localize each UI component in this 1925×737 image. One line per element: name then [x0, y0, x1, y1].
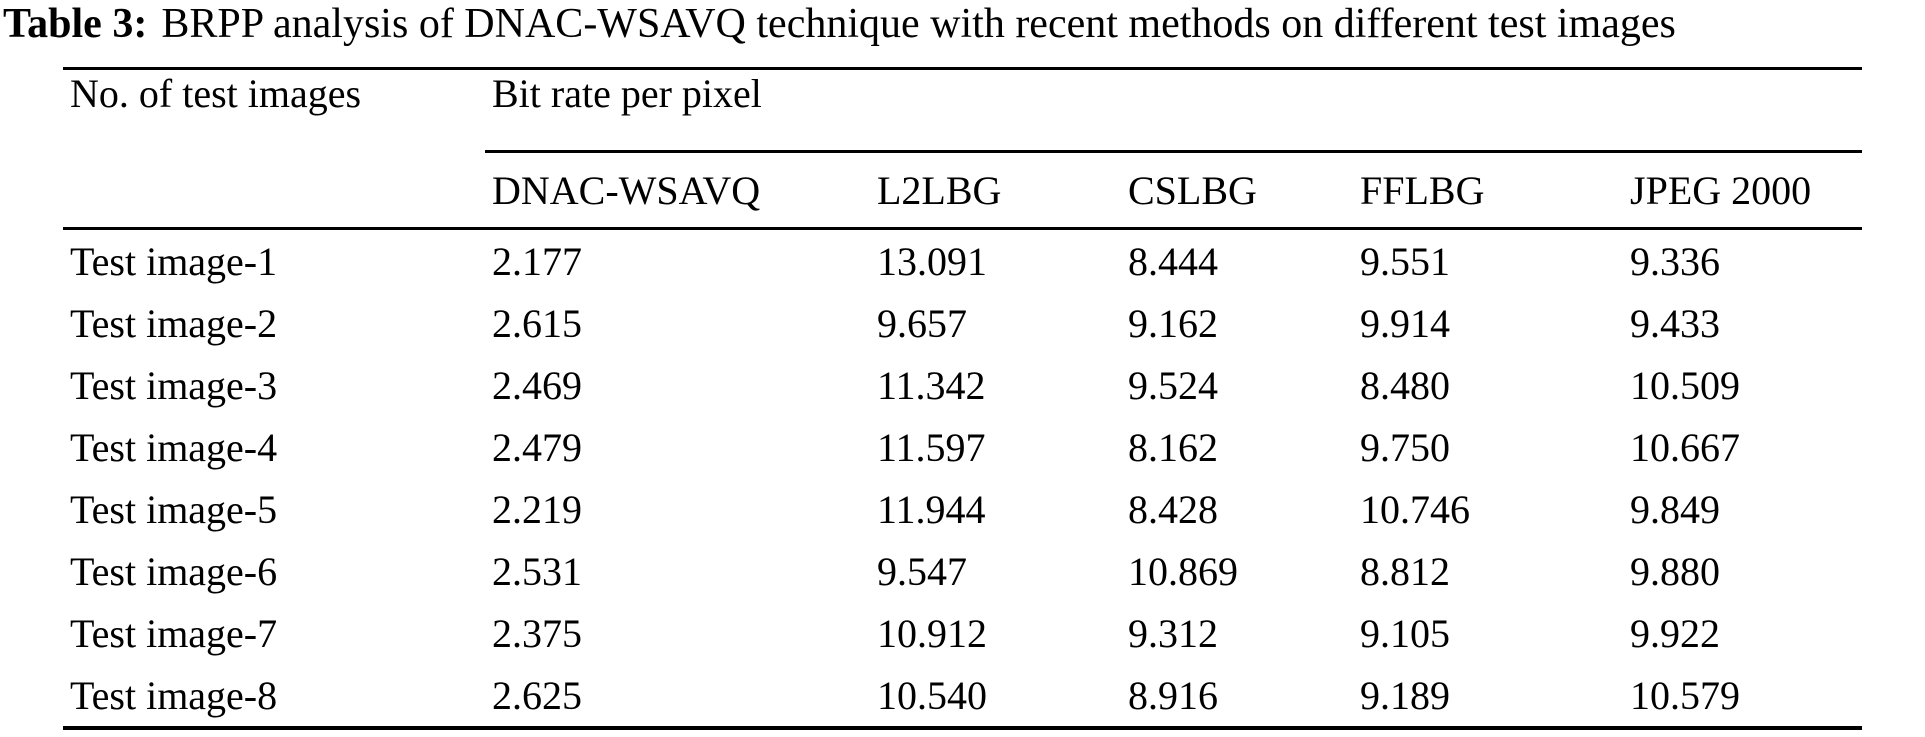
value-cell: 9.189: [1353, 664, 1623, 730]
value-cell: 9.312: [1128, 610, 1218, 656]
value-cell: 10.667: [1630, 424, 1740, 470]
value-cell: 10.746: [1360, 486, 1470, 532]
value-cell: 10.912: [877, 610, 987, 656]
value-cell: 2.177: [492, 238, 582, 284]
method-header-row: DNAC-WSAVQ L2LBG CSLBG FFLBG JPEG 2000: [63, 151, 1863, 230]
column-header-method: DNAC-WSAVQ: [485, 151, 870, 230]
brpp-table: No. of test images Bit rate per pixel DN…: [63, 67, 1863, 730]
table-caption: Table 3: BRPP analysis of DNAC-WSAVQ tech…: [3, 0, 1676, 48]
table-row: Test image-8 2.625 10.540 8.916 9.189 10.579: [63, 664, 1863, 730]
value-cell: 2.625: [485, 664, 870, 730]
value-cell: 9.750: [1360, 424, 1450, 470]
value-cell: 2.375: [492, 610, 582, 656]
table-row: Test image-7 2.375 10.912 9.312 9.105 9.922: [63, 602, 1862, 664]
value-cell: 10.579: [1623, 664, 1863, 730]
value-cell: 9.657: [877, 300, 967, 346]
value-cell: 9.551: [1360, 238, 1450, 284]
column-header-test-images: No. of test images: [63, 68, 485, 230]
value-cell: 9.162: [1128, 300, 1218, 346]
value-cell: 10.540: [870, 664, 1121, 730]
value-cell: 9.336: [1630, 238, 1720, 284]
value-cell: 8.916: [1121, 664, 1353, 730]
table-caption-text: BRPP analysis of DNAC-WSAVQ technique wi…: [161, 1, 1676, 47]
value-cell: 8.480: [1360, 362, 1450, 408]
value-cell: 9.547: [877, 548, 967, 594]
value-cell: 8.444: [1128, 238, 1218, 284]
column-header-method: FFLBG: [1353, 151, 1623, 230]
value-cell: 9.914: [1360, 300, 1450, 346]
value-cell: 9.433: [1630, 300, 1720, 346]
group-header-row: No. of test images Bit rate per pixel: [63, 68, 1863, 230]
value-cell: 9.922: [1630, 610, 1720, 656]
value-cell: 2.479: [492, 424, 582, 470]
table-row: Test image-5 2.219 11.944 8.428 10.746 9.849: [63, 478, 1862, 540]
value-cell: 8.812: [1360, 548, 1450, 594]
value-cell: 2.531: [492, 548, 582, 594]
table-row: Test image-4 2.479 11.597 8.162 9.750 10.667: [63, 416, 1862, 478]
table-body: Test image-1 2.177 13.091 8.444 9.551 9.336 Te…: [63, 229, 1863, 730]
value-cell: 11.342: [877, 362, 986, 408]
row-label: Test image-4: [70, 424, 278, 470]
row-label: Test image-8: [63, 664, 485, 730]
value-cell: 2.469: [492, 362, 582, 408]
row-label: Test image-6: [70, 548, 278, 594]
row-label: Test image-3: [70, 362, 278, 408]
column-group-header-bit-rate: Bit rate per pixel: [485, 68, 1863, 153]
value-cell: 9.880: [1630, 548, 1720, 594]
value-cell: 2.615: [492, 300, 582, 346]
value-cell: 10.869: [1128, 548, 1238, 594]
value-cell: 8.428: [1128, 486, 1218, 532]
value-cell: 2.219: [492, 486, 582, 532]
value-cell: 8.162: [1128, 424, 1218, 470]
column-header-method: CSLBG: [1121, 151, 1353, 230]
value-cell: 11.597: [877, 424, 986, 470]
row-label: Test image-1: [70, 238, 278, 284]
row-label: Test image-7: [70, 610, 278, 656]
row-label: Test image-5: [70, 486, 278, 532]
value-cell: 11.944: [877, 486, 986, 532]
table-caption-label: Table 3:: [3, 1, 148, 47]
column-header-method: JPEG 2000: [1623, 151, 1863, 230]
value-cell: 10.509: [1630, 362, 1740, 408]
table-row: Test image-6 2.531 9.547 10.869 8.812 9.880: [63, 540, 1862, 602]
table-row: Test image-3 2.469 11.342 9.524 8.480 10.509: [63, 354, 1862, 416]
value-cell: 13.091: [877, 238, 987, 284]
table-row: Test image-1 2.177 13.091 8.444 9.551 9.336: [63, 229, 1862, 293]
value-cell: 9.105: [1360, 610, 1450, 656]
row-label: Test image-2: [70, 300, 278, 346]
table-row: Test image-2 2.615 9.657 9.162 9.914 9.433: [63, 292, 1862, 354]
column-header-method: L2LBG: [870, 151, 1121, 230]
value-cell: 9.849: [1630, 486, 1720, 532]
value-cell: 9.524: [1128, 362, 1218, 408]
